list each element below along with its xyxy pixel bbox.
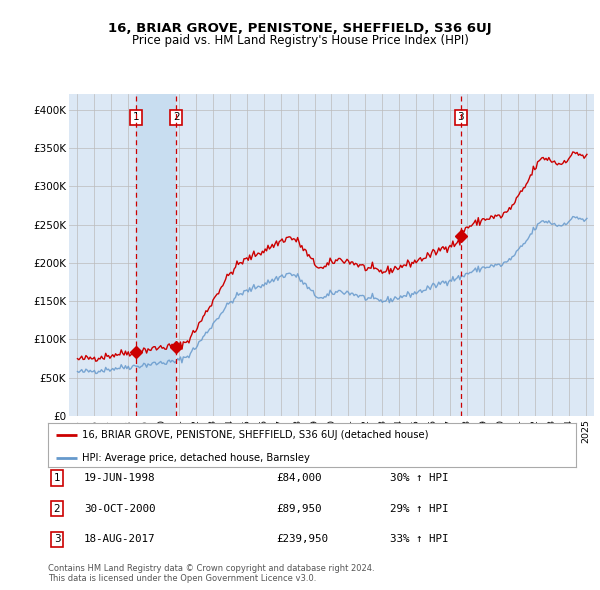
Text: £89,950: £89,950 <box>276 504 322 513</box>
Text: Price paid vs. HM Land Registry's House Price Index (HPI): Price paid vs. HM Land Registry's House … <box>131 34 469 47</box>
Text: 2: 2 <box>173 112 179 122</box>
Text: 29% ↑ HPI: 29% ↑ HPI <box>390 504 449 513</box>
Text: 1: 1 <box>133 112 139 122</box>
Text: 16, BRIAR GROVE, PENISTONE, SHEFFIELD, S36 6UJ (detached house): 16, BRIAR GROVE, PENISTONE, SHEFFIELD, S… <box>82 430 429 440</box>
Text: 2: 2 <box>53 504 61 513</box>
Text: 30% ↑ HPI: 30% ↑ HPI <box>390 473 449 483</box>
Text: 1: 1 <box>53 473 61 483</box>
Text: 3: 3 <box>53 535 61 544</box>
Text: 30-OCT-2000: 30-OCT-2000 <box>84 504 155 513</box>
Bar <box>136 94 176 416</box>
Text: HPI: Average price, detached house, Barnsley: HPI: Average price, detached house, Barn… <box>82 453 310 463</box>
Text: 18-AUG-2017: 18-AUG-2017 <box>84 535 155 544</box>
Text: 3: 3 <box>457 112 464 122</box>
Text: 33% ↑ HPI: 33% ↑ HPI <box>390 535 449 544</box>
Text: £239,950: £239,950 <box>276 535 328 544</box>
Text: 19-JUN-1998: 19-JUN-1998 <box>84 473 155 483</box>
Text: 16, BRIAR GROVE, PENISTONE, SHEFFIELD, S36 6UJ: 16, BRIAR GROVE, PENISTONE, SHEFFIELD, S… <box>108 22 492 35</box>
Text: £84,000: £84,000 <box>276 473 322 483</box>
Text: Contains HM Land Registry data © Crown copyright and database right 2024.
This d: Contains HM Land Registry data © Crown c… <box>48 563 374 583</box>
